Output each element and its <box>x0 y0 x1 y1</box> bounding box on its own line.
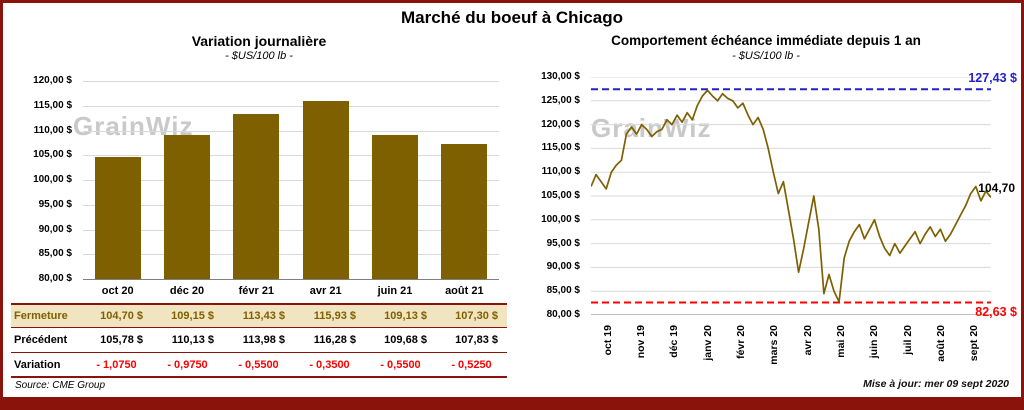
bar-2 <box>233 113 280 279</box>
y-tick-label: 120,00 $ <box>541 118 580 130</box>
x-tick-label: sept 20 <box>968 325 981 362</box>
cell-value: 115,93 $ <box>313 310 356 322</box>
x-tick-label: nov 19 <box>635 325 647 359</box>
bar-plot-area <box>83 81 499 280</box>
y-tick-label: 85,00 $ <box>546 285 580 297</box>
bar-3 <box>302 101 349 279</box>
table-row-fermeture: Fermeture 104,70 $ 109,15 $ 113,43 $ 115,93 … <box>11 303 507 328</box>
cell-value: 105,78 $ <box>100 334 143 346</box>
cell-value: 113,98 $ <box>242 334 285 346</box>
x-tick-label: déc 19 <box>668 325 681 358</box>
y-tick-label: 105,00 $ <box>33 149 72 161</box>
y-tick-label: 115,00 $ <box>33 99 72 111</box>
cell-value: 109,13 $ <box>384 310 427 322</box>
gridline <box>83 180 499 181</box>
x-tick-label: févr 21 <box>238 285 275 297</box>
cell-value: 109,68 $ <box>384 334 427 346</box>
high-value-annotation: 127,43 $ <box>968 71 1017 85</box>
row-label: Précédent <box>14 334 68 346</box>
y-tick-label: 110,00 $ <box>33 124 72 136</box>
source-note: Source: CME Group <box>15 380 106 391</box>
x-tick-label: déc 20 <box>169 285 205 297</box>
x-tick-label: avr 20 <box>801 325 814 356</box>
y-tick-label: 90,00 $ <box>546 261 580 273</box>
bar-x-axis: oct 20 déc 20 févr 21 avr 21 juin 21 août 21 <box>83 285 499 297</box>
y-tick-label: 90,00 $ <box>38 223 72 235</box>
update-note: Mise à jour: mer 09 sept 2020 <box>863 378 1009 390</box>
x-tick-label: févr 20 <box>735 325 747 359</box>
x-tick-label: janv 20 <box>701 325 714 361</box>
x-tick-label: juin 20 <box>868 325 881 359</box>
y-tick-label: 120,00 $ <box>33 75 72 86</box>
one-year-panel: Comportement échéance immédiate depuis 1… <box>513 33 1019 397</box>
line-chart-svg <box>590 76 992 316</box>
bar-4 <box>372 134 418 279</box>
y-tick-label: 100,00 $ <box>541 213 580 225</box>
gridline <box>83 130 499 132</box>
page-title: Marché du boeuf à Chicago <box>401 8 623 27</box>
y-tick-label: 105,00 $ <box>541 190 580 201</box>
row-label: Variation <box>14 358 61 371</box>
x-tick-label: oct 19 <box>601 325 614 356</box>
cell-value: - 0,5250 <box>451 358 492 371</box>
x-tick-label: août 20 <box>935 325 947 362</box>
gridline <box>83 254 499 256</box>
x-tick-label: avr 21 <box>309 285 342 297</box>
x-tick-label: mars 20 <box>768 325 781 365</box>
x-tick-label: août 21 <box>445 285 484 297</box>
cell-value: 113,43 $ <box>242 310 285 322</box>
table-row-precedent: Précédent 105,78 $ 110,13 $ 113,98 $ 116,28 … <box>11 328 507 353</box>
y-tick-label: 115,00 $ <box>541 142 580 154</box>
cell-value: 109,15 $ <box>171 310 214 322</box>
line-chart-title: Comportement échéance immédiate depuis 1… <box>611 33 921 48</box>
last-value-annotation: 104,70 <box>978 181 1015 195</box>
gridline <box>83 204 499 206</box>
cell-value: - 1,0750 <box>96 358 137 371</box>
cell-value: - 0,5500 <box>380 358 421 371</box>
y-tick-label: 125,00 $ <box>541 94 580 106</box>
y-tick-label: 80,00 $ <box>546 309 580 320</box>
line-plot-area <box>590 76 992 316</box>
x-tick-label: juin 21 <box>377 285 413 297</box>
line-y-axis: 130,00 $ 125,00 $ 120,00 $ 115,00 $ 110,00 $… <box>513 71 585 320</box>
y-tick-label: 95,00 $ <box>38 198 72 210</box>
low-value-annotation: 82,63 $ <box>975 305 1017 319</box>
bar-1 <box>164 134 210 279</box>
y-tick-label: 130,00 $ <box>541 71 580 82</box>
bar-0 <box>94 156 141 279</box>
gridline <box>83 105 499 107</box>
cell-value: - 0,9750 <box>167 358 208 371</box>
y-tick-label: 95,00 $ <box>546 237 580 249</box>
x-tick-label: oct 20 <box>101 285 134 297</box>
cell-value: 107,83 $ <box>455 334 498 346</box>
table-row-variation: Variation - 1,0750 - 0,9750 - 0,5500 - 0,350… <box>11 353 507 378</box>
gridline <box>83 81 499 82</box>
line-chart-subtitle: - $US/100 lb - <box>732 50 800 62</box>
quote-table: Fermeture 104,70 $ 109,15 $ 113,43 $ 115,93 … <box>11 303 507 378</box>
y-tick-label: 85,00 $ <box>38 248 72 260</box>
bottom-accent-bar <box>3 397 1021 407</box>
bar-chart-subtitle: - $US/100 lb - <box>225 50 293 62</box>
cell-value: - 0,5500 <box>238 358 279 371</box>
x-tick-label: mai 20 <box>835 325 847 358</box>
cell-value: 104,70 $ <box>100 310 143 322</box>
gridline <box>83 155 499 157</box>
cell-value: 107,30 $ <box>455 310 498 322</box>
y-tick-label: 110,00 $ <box>541 166 580 178</box>
cell-value: - 0,3500 <box>309 358 350 371</box>
bar-chart-title: Variation journalière <box>191 33 327 49</box>
cell-value: 116,28 $ <box>313 334 356 346</box>
cell-value: 110,13 $ <box>171 334 214 346</box>
y-tick-label: 80,00 $ <box>38 273 72 284</box>
bar-5 <box>441 143 488 279</box>
bar-y-axis: 120,00 $ 115,00 $ 110,00 $ 105,00 $ 100,00 $… <box>11 75 77 284</box>
daily-variation-panel: Variation journalière - $US/100 lb - Gra… <box>11 33 507 393</box>
gridline <box>83 229 499 231</box>
row-label: Fermeture <box>14 310 68 322</box>
y-tick-label: 100,00 $ <box>33 174 72 185</box>
x-tick-label: juil 20 <box>901 325 914 355</box>
